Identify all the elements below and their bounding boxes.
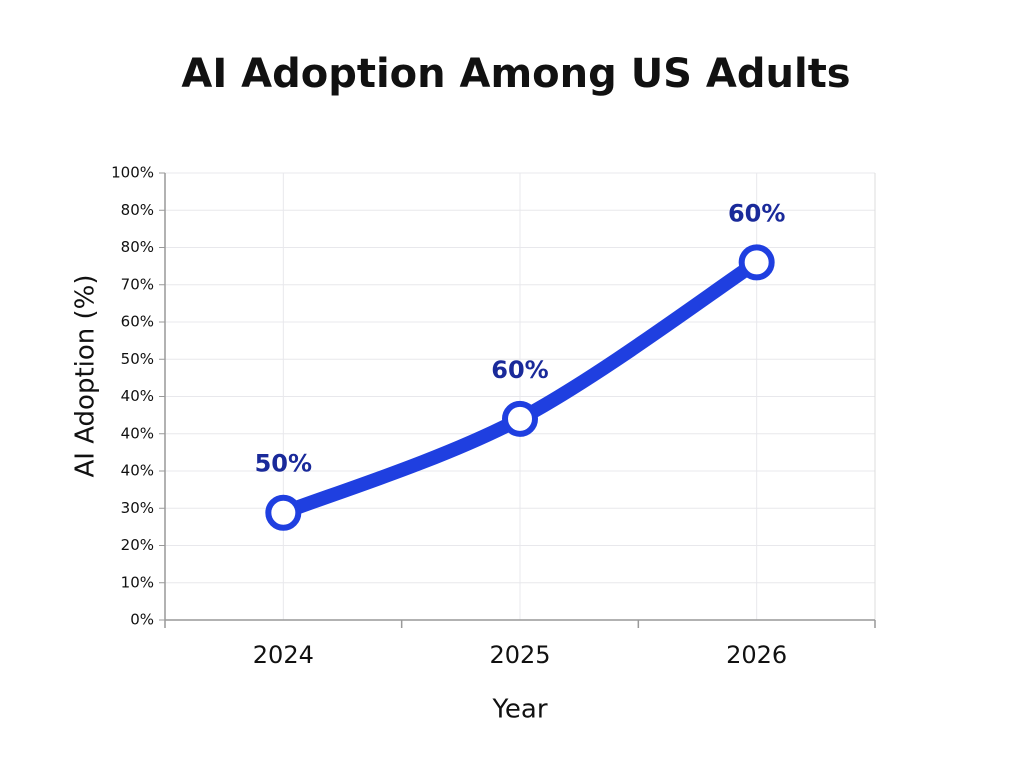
point-marker [265,494,302,531]
x-tick-label: 2024 [253,641,314,669]
chart-title: AI Adoption Among US Adults [181,51,850,97]
y-axis-title: AI Adoption (%) [71,274,101,477]
y-tick-label: 20% [121,536,154,554]
y-tick-label: 100% [111,164,154,182]
y-tick-label: 0% [130,611,154,629]
y-tick-label: 70% [121,275,154,293]
x-tick-label: 2026 [726,641,787,669]
y-tick-label: 40% [121,462,154,480]
data-label: 50% [255,450,312,478]
y-tick-label: 50% [121,350,154,368]
data-label: 60% [728,199,785,227]
point-marker [502,400,538,437]
y-tick-label: 40% [121,424,154,442]
y-tick-label: 30% [121,499,154,517]
y-tick-label: 40% [121,387,154,405]
data-label: 60% [491,356,548,384]
y-tick-label: 60% [121,313,154,331]
y-tick-label: 80% [121,238,154,256]
x-axis-title: Year [491,695,547,725]
y-tick-label: 10% [121,573,154,591]
y-tick-label: 80% [121,201,154,219]
x-tick-label: 2025 [489,641,550,669]
point-marker [738,244,775,281]
